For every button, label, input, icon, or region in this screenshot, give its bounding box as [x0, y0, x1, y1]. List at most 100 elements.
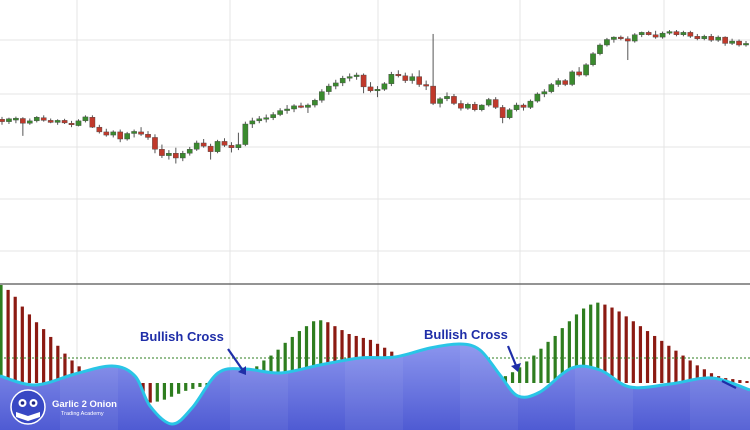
candle-body: [68, 123, 75, 126]
candle: [319, 89, 325, 103]
candlestick-series: [0, 30, 749, 164]
macd-bar: [290, 336, 294, 383]
candle: [353, 72, 360, 80]
macd-bar: [596, 302, 600, 383]
candle-body: [13, 117, 19, 121]
candle-body: [256, 118, 263, 122]
candle-body: [319, 91, 325, 101]
candle-body: [193, 142, 200, 150]
macd-bar: [333, 326, 337, 383]
candle-body: [645, 32, 652, 35]
candle-body: [631, 34, 638, 42]
candle: [583, 63, 589, 77]
candle: [652, 30, 659, 39]
candle: [659, 31, 666, 39]
candle: [701, 34, 708, 41]
candle-body: [82, 116, 89, 122]
candle-body: [492, 99, 499, 108]
candle-body: [444, 96, 450, 99]
arrow-head: [238, 366, 246, 375]
candle: [465, 102, 471, 110]
candle: [20, 117, 26, 136]
candle: [555, 78, 562, 87]
candle-body: [277, 110, 283, 115]
candle: [179, 150, 186, 162]
candle: [117, 129, 124, 143]
candle-body: [159, 149, 165, 156]
decorative-wave: [0, 342, 750, 430]
candle: [360, 73, 367, 94]
candle: [214, 139, 221, 154]
macd-bar: [660, 340, 664, 383]
macd-bar: [688, 360, 692, 383]
candle: [673, 30, 680, 37]
candle-body: [729, 40, 735, 44]
wave-band: [460, 343, 518, 430]
candle-body: [472, 104, 478, 110]
candle-body: [339, 77, 346, 84]
candle-body: [200, 142, 207, 147]
macd-bar: [0, 285, 3, 383]
candle-body: [583, 64, 589, 76]
candle-body: [89, 117, 96, 128]
candle: [645, 30, 652, 36]
macd-bar: [624, 316, 628, 383]
candle: [430, 33, 436, 106]
macd-bar: [27, 314, 32, 383]
candle-body: [110, 131, 117, 136]
candle-body: [228, 145, 235, 148]
candle-body: [562, 80, 569, 85]
candle-body: [652, 34, 659, 38]
candle: [604, 37, 610, 47]
candle: [249, 117, 256, 128]
candle: [451, 93, 457, 106]
candle: [458, 100, 464, 111]
candle: [513, 102, 520, 112]
candle: [729, 38, 735, 46]
candle-body: [666, 31, 673, 34]
arrow-down-icon: [721, 380, 737, 389]
candle-body: [604, 39, 610, 46]
macd-bar: [631, 321, 635, 383]
candle-body: [534, 93, 541, 102]
candle-body: [527, 100, 534, 108]
candle: [666, 30, 673, 35]
candle: [722, 36, 728, 46]
candle: [569, 70, 575, 87]
candle: [332, 79, 339, 90]
candle-body: [166, 153, 172, 156]
macd-bar: [560, 328, 564, 383]
candle: [277, 108, 283, 117]
macd-bar: [681, 355, 685, 383]
candle: [298, 102, 304, 109]
candle-body: [715, 36, 721, 41]
candle-body: [235, 144, 242, 148]
candle-body: [0, 119, 5, 122]
annotation-label: Bullish Cross: [140, 329, 224, 344]
candle: [138, 127, 144, 136]
candle: [221, 138, 228, 147]
candle: [708, 33, 715, 42]
candle-body: [332, 82, 339, 87]
candle: [305, 103, 311, 113]
candle-body: [597, 44, 603, 54]
candle: [263, 114, 270, 123]
candle: [694, 33, 701, 41]
candle-body: [305, 104, 311, 108]
candle: [27, 118, 33, 125]
candle-body: [138, 131, 144, 135]
brand-name: Garlic 2 Onion: [52, 399, 117, 410]
candle-body: [722, 36, 728, 44]
candle-body: [618, 36, 624, 39]
arrow-down-icon: [227, 348, 245, 373]
candle: [110, 130, 117, 138]
candle: [68, 120, 75, 128]
macd-bar: [617, 311, 621, 383]
macd-bar: [603, 304, 607, 383]
candle-body: [131, 131, 137, 134]
candle-body: [326, 85, 332, 92]
candle: [624, 36, 631, 61]
candle-body: [680, 32, 687, 35]
candle: [228, 142, 235, 153]
